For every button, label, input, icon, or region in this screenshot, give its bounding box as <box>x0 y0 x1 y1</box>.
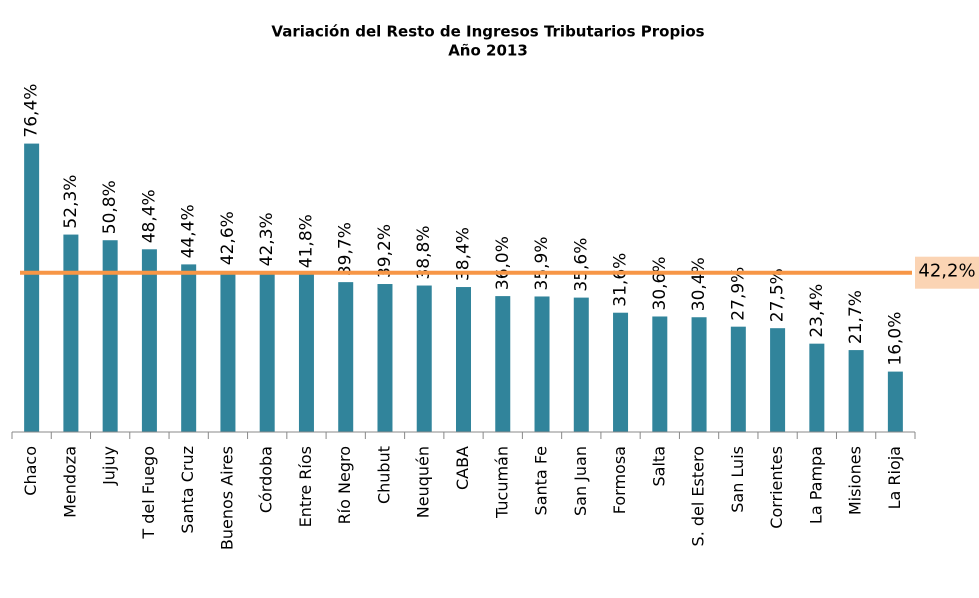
x-tick-label: Córdoba <box>257 446 276 513</box>
bar <box>613 312 629 432</box>
bar <box>456 287 471 432</box>
value-label: 38,8% <box>414 226 434 280</box>
value-label: 39,7% <box>336 222 356 276</box>
value-label: 42,6% <box>218 211 238 265</box>
bar <box>141 249 157 432</box>
bar <box>573 297 589 432</box>
value-label: 27,9% <box>728 267 748 321</box>
value-label: 48,4% <box>139 189 159 243</box>
value-label: 21,7% <box>846 290 866 344</box>
bar <box>848 350 864 432</box>
bar <box>652 316 668 432</box>
bar <box>377 284 393 432</box>
bar <box>534 296 550 432</box>
bar <box>887 371 903 432</box>
value-label: 76,4% <box>22 84 42 138</box>
x-tick-label: T del Fuego <box>139 446 158 540</box>
reference-label-box <box>915 256 979 289</box>
chart-subtitle: Año 2013 <box>448 42 528 60</box>
x-tick-label: S. del Estero <box>689 446 708 546</box>
bar <box>24 143 40 432</box>
x-tick-label: Salta <box>649 446 668 486</box>
bar <box>63 234 79 432</box>
x-tick-label: Río Negro <box>335 446 354 524</box>
value-label: 35,9% <box>532 236 552 290</box>
bar <box>809 343 825 432</box>
value-label: 38,4% <box>454 227 474 281</box>
x-tick-label: Santa Fe <box>532 446 551 515</box>
value-label: 52,3% <box>61 175 81 229</box>
value-label: 44,4% <box>179 204 199 258</box>
x-tick-label: Santa Cruz <box>178 446 197 534</box>
x-tick-label: Neuquén <box>414 446 433 518</box>
x-tick-label: La Pampa <box>806 446 825 524</box>
bar <box>338 282 354 432</box>
value-label: 41,8% <box>296 214 316 268</box>
value-label: 23,4% <box>807 284 827 338</box>
bar <box>495 296 511 432</box>
x-tick-label: San Luis <box>728 446 747 513</box>
bar <box>298 274 314 432</box>
x-tick-label: Chaco <box>21 446 40 496</box>
x-tick-label: Entre Ríos <box>296 446 315 527</box>
value-label: 30,4% <box>689 257 709 311</box>
x-tick-label: Buenos Aires <box>217 446 236 550</box>
x-tick-label: Chubut <box>374 446 393 504</box>
value-label: 27,5% <box>768 268 788 322</box>
bar <box>220 271 236 432</box>
bar <box>259 272 275 432</box>
value-label: 16,0% <box>885 312 905 366</box>
value-label: 30,6% <box>650 256 670 310</box>
reference-label: 42,2% <box>918 261 975 282</box>
bar <box>416 285 432 432</box>
x-tick-label: Mendoza <box>60 446 79 518</box>
value-label: 42,3% <box>257 212 277 266</box>
x-tick-label: Misiones <box>846 446 865 515</box>
bar <box>102 240 118 432</box>
x-tick-label: San Juan <box>571 446 590 516</box>
value-label: 36,0% <box>493 236 513 290</box>
bar <box>181 264 197 432</box>
x-tick-label: CABA <box>453 446 472 490</box>
value-label: 35,6% <box>571 238 591 292</box>
x-tick-label: Formosa <box>610 446 629 514</box>
x-tick-label: Tucumán <box>492 446 511 519</box>
x-tick-label: La Rioja <box>885 446 904 509</box>
value-label: 39,2% <box>375 224 395 278</box>
x-tick-label: Jujuy <box>100 446 119 486</box>
value-label: 31,6% <box>611 253 631 307</box>
bar <box>770 328 786 432</box>
value-label: 50,8% <box>100 180 120 234</box>
chart-title: Variación del Resto de Ingresos Tributar… <box>271 23 704 41</box>
bar <box>730 326 746 432</box>
bar <box>691 317 707 432</box>
x-tick-label: Corrientes <box>767 446 786 529</box>
